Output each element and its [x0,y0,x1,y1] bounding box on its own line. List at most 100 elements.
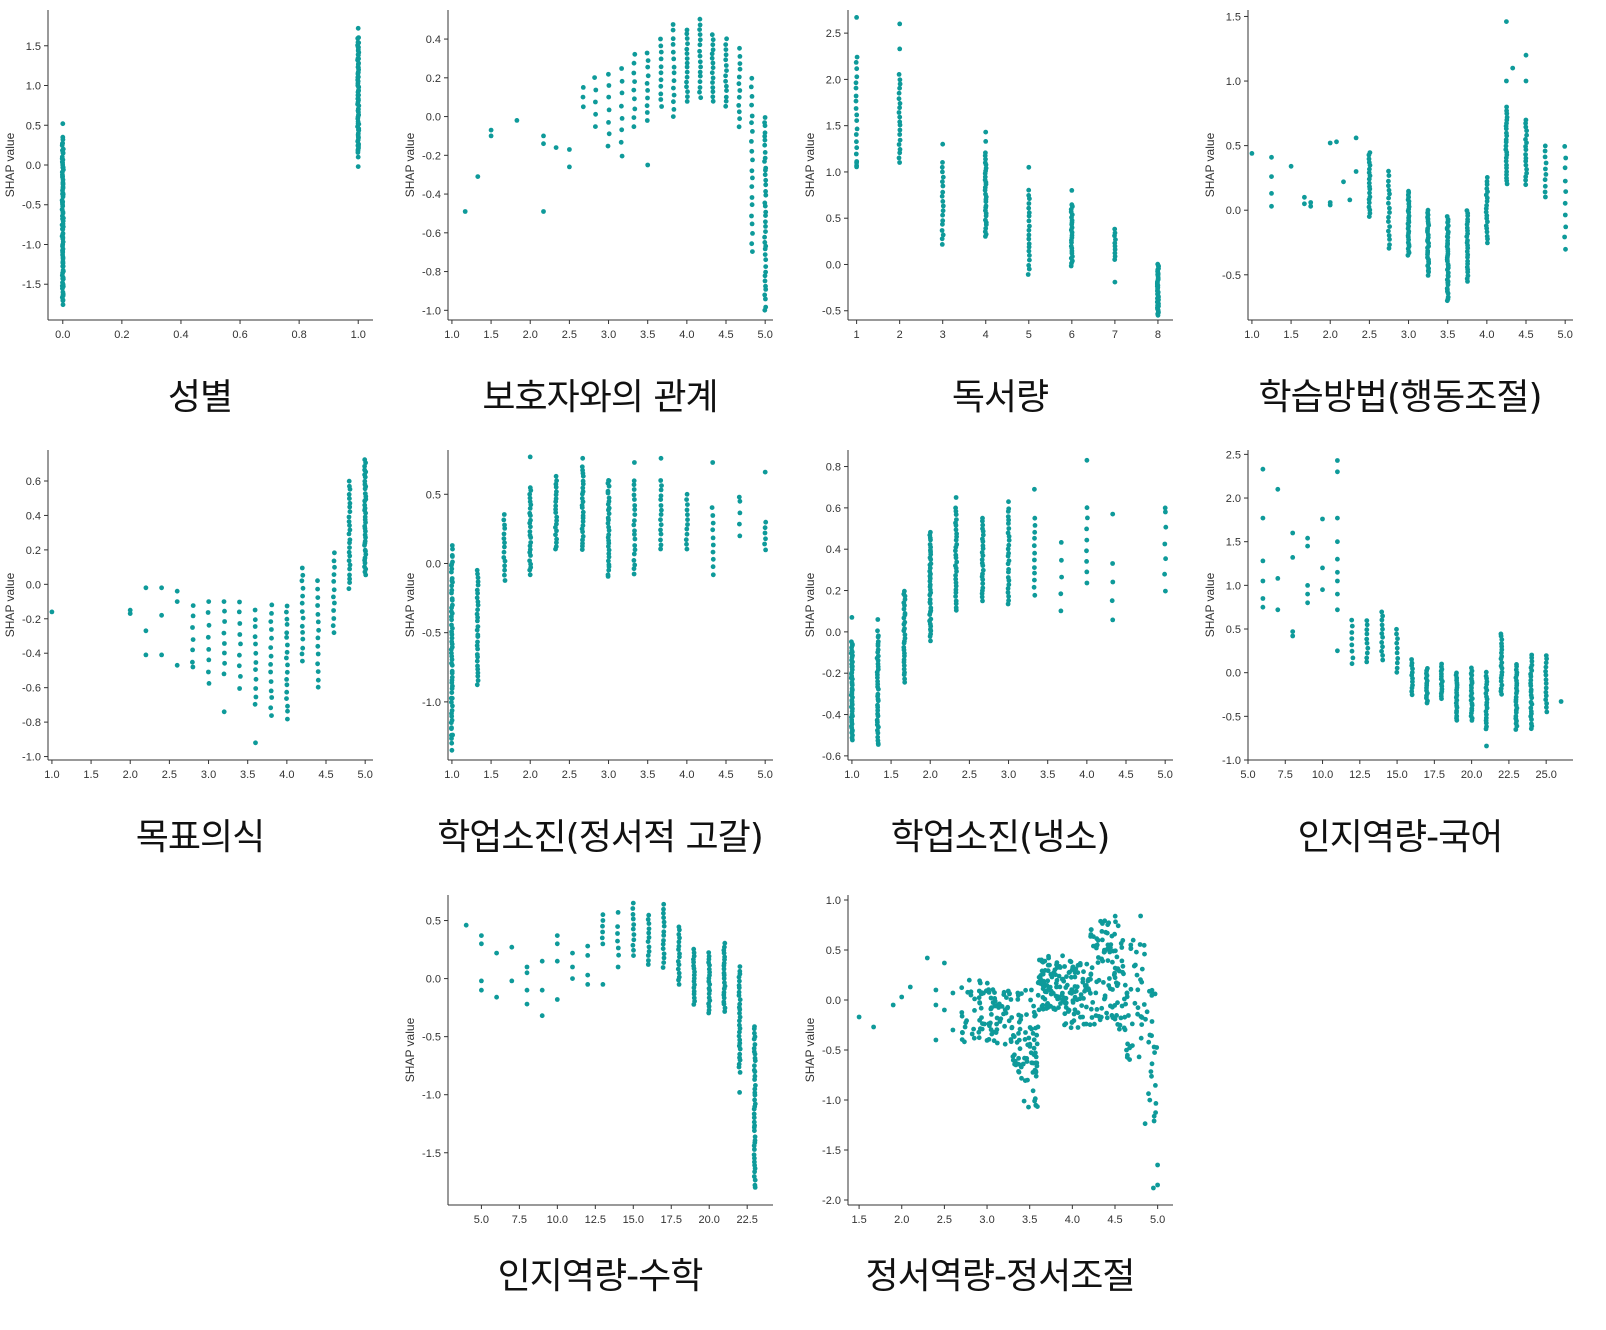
data-point [238,641,243,647]
data-point [1051,1006,1057,1012]
data-point [1034,1041,1040,1047]
data-point [854,139,859,145]
data-point [1104,930,1110,936]
data-point [1105,942,1111,948]
y-tick-label: 0.4 [426,34,441,46]
data-point [554,536,559,542]
y-axis-label: SHAP value [1203,132,1217,197]
data-point [751,1119,757,1125]
data-point [658,64,664,70]
data-point [658,83,664,89]
data-point [606,120,611,125]
data-point [762,133,768,139]
data-point [1260,578,1266,584]
data-point [749,120,754,126]
data-point [299,609,305,614]
data-point [1026,266,1032,272]
data-point [901,657,907,663]
data-point [684,526,690,532]
data-point [752,1086,758,1092]
data-point [1049,974,1055,980]
data-point [1387,242,1392,248]
x-tick-label: 3.0 [601,769,616,781]
y-tick-label: 0.5 [26,120,41,132]
data-point [723,42,729,47]
data-point [580,541,585,546]
data-point [1114,1013,1119,1018]
data-point [1130,937,1136,943]
data-point [285,708,290,714]
data-point [710,75,716,81]
y-tick-label: -0.6 [822,751,841,763]
data-point [474,595,480,601]
data-point [1335,469,1340,475]
data-point [697,69,703,75]
data-point [959,1037,965,1042]
chart-caption: 학습방법(행동조절) [1258,377,1542,418]
data-point [1335,556,1340,562]
data-point [1544,709,1550,715]
data-point [977,1017,982,1023]
data-point [1425,666,1430,671]
data-point [539,1013,545,1019]
data-point [1465,238,1470,243]
data-point [60,134,66,140]
y-tick-label: -0.8 [22,717,41,729]
data-point [1139,1022,1145,1027]
data-point [1112,230,1118,236]
data-point [1386,219,1391,225]
data-point [897,147,903,152]
data-point [347,566,352,572]
data-point [1483,673,1489,679]
data-point [953,548,958,554]
data-point [1366,204,1372,210]
data-point [1023,1030,1028,1035]
data-point [979,594,985,600]
data-point [762,115,768,120]
data-point [1563,246,1568,252]
data-point [963,1020,969,1026]
data-point [1057,984,1063,990]
y-tick-label: 0.2 [26,545,41,557]
data-point [159,585,165,591]
y-tick-label: 0.0 [1226,668,1241,680]
data-point [658,517,663,523]
data-point [1015,997,1021,1002]
data-point [736,989,742,995]
data-point [1162,541,1168,547]
data-point [1009,1015,1015,1020]
data-point [661,901,667,907]
x-tick-label: 1.0 [44,769,59,781]
data-point [269,713,274,718]
x-tick-label: 2.5 [937,1214,952,1226]
y-tick-label: -2.0 [822,1195,841,1207]
y-tick-label: -0.2 [22,614,41,626]
data-point [1543,194,1548,200]
data-point [300,572,306,578]
data-point [953,605,959,611]
data-point [632,536,638,542]
data-point [1387,224,1392,230]
data-point [697,48,702,54]
data-point [1146,1091,1151,1097]
data-point [1016,1019,1022,1025]
data-point [966,977,972,983]
data-point [953,594,958,599]
data-point [315,643,321,649]
data-point [1088,932,1094,937]
data-point [1387,237,1392,242]
y-tick-label: 1.5 [1226,11,1241,23]
data-point [174,662,180,668]
data-point [684,56,690,61]
chart-panel: 5.0 7.5 10.0 12.5 15.0 17.5 20.0 22.5 25.0 -1.0 -0… [1200,440,1600,885]
data-point [875,691,881,697]
data-point [751,1152,757,1158]
data-point [940,203,946,209]
data-point [737,45,742,51]
x-tick-label: 1.0 [844,769,859,781]
data-point [1030,1088,1036,1094]
data-point [475,599,481,605]
data-point [600,929,605,935]
data-point [362,514,368,520]
data-point [954,517,959,522]
